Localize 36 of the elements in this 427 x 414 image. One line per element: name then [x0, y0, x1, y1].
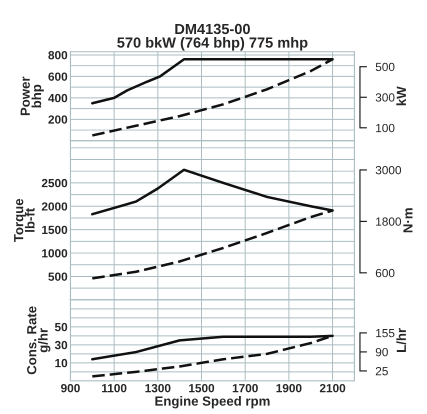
y-tick-label: 1000 [42, 249, 68, 258]
y-axis-title: Torque lb-ft [14, 198, 35, 242]
y-tick-label: 2000 [42, 202, 68, 211]
x-tick-label: 1700 [232, 384, 258, 392]
y2-tick-label: 1800 [376, 217, 402, 226]
y-tick-label: 30 [54, 340, 68, 350]
y2-tick-label: 600 [376, 268, 394, 278]
y2-tick-label: 300 [376, 93, 394, 102]
y-axis-title: Cons. Rate g/hr [27, 306, 50, 374]
y2-tick-label: 25 [376, 366, 388, 376]
y-tick-label: 400 [48, 94, 68, 102]
chart-title: DM4135-00 570 bkW (764 bhp) 775 mhp [117, 24, 308, 51]
y-tick-label: 2500 [42, 178, 68, 188]
x-tick-label: 1300 [145, 384, 170, 392]
y2-axis-title: kW [396, 86, 406, 106]
y2-tick-label: 500 [376, 62, 394, 72]
y-axis-title: Power bhp [20, 76, 44, 116]
y-tick-label: 1500 [42, 226, 68, 234]
x-tick-label: 1100 [102, 384, 126, 392]
y2-tick-label: 155 [376, 329, 394, 338]
x-axis-title: Engine Speed rpm [155, 396, 270, 408]
y2-tick-label: 3000 [376, 166, 402, 174]
y-tick-label: 50 [54, 322, 68, 332]
y2-tick-label: 90 [376, 348, 388, 356]
y2-axis-title: N·m [403, 208, 412, 232]
y-tick-label: 200 [48, 115, 68, 124]
y-tick-label: 600 [48, 72, 68, 81]
x-tick-label: 1900 [276, 384, 302, 392]
x-tick-label: 2100 [320, 384, 346, 392]
y-tick-label: 10 [55, 358, 68, 368]
y-tick-label: 800 [48, 51, 68, 60]
y-tick-label: 500 [48, 272, 68, 281]
x-tick-label: 1500 [189, 384, 214, 392]
y2-tick-label: 100 [376, 124, 394, 132]
x-tick-label: 900 [61, 384, 80, 392]
y2-axis-title: L/hr [396, 328, 406, 352]
